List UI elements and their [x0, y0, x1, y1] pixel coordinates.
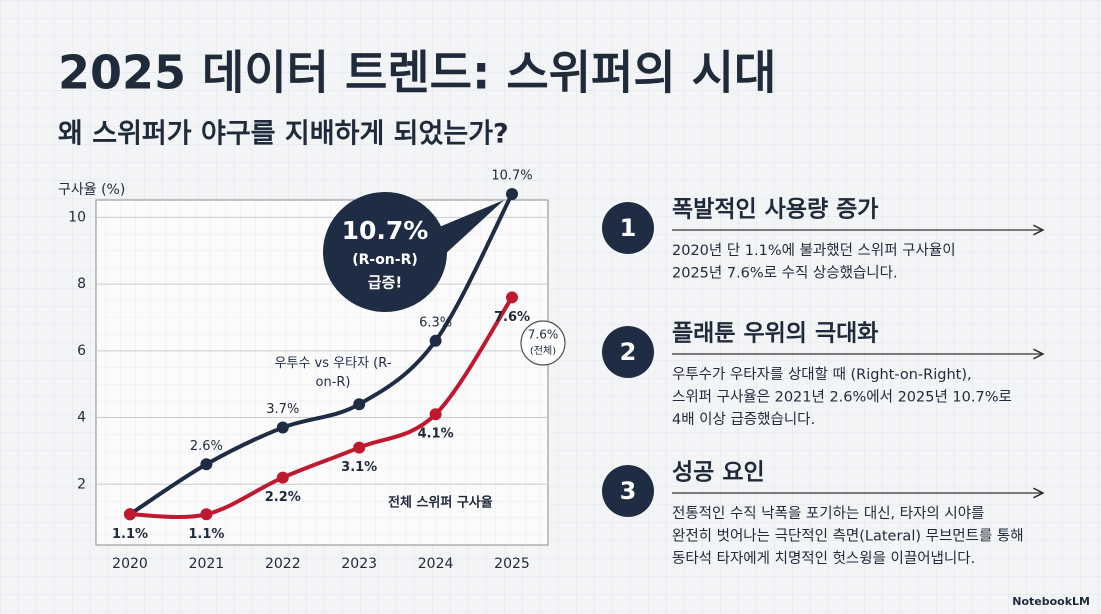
point-body: 완전히 벗어나는 극단적인 측면(Lateral) 무브먼트를 통해	[672, 528, 1024, 545]
x-tick-label: 2024	[418, 556, 454, 572]
point-title: 플래툰 우위의 극대화	[672, 321, 878, 347]
data-label: 1.1%	[188, 527, 224, 542]
number: 3	[620, 477, 637, 505]
data-point	[200, 508, 213, 521]
data-label: 1.1%	[112, 527, 148, 542]
callout-text: (R-on-R)	[352, 252, 418, 268]
y-tick-label: 6	[77, 343, 86, 359]
callout-text: 10.7%	[342, 216, 429, 245]
series-name: 전체 스위퍼 구사율	[388, 495, 493, 511]
callout-bubble	[323, 192, 447, 312]
x-tick-label: 2023	[341, 556, 377, 572]
data-label: 2.2%	[265, 490, 301, 505]
y-tick-label: 4	[77, 410, 86, 426]
number: 2	[620, 338, 637, 366]
subtitle: 왜 스위퍼가 야구를 지배하게 되었는가?	[58, 119, 509, 150]
data-point	[429, 334, 442, 347]
key-points: 1 폭발적인 사용량 증가 2020년 단 1.1%에 불과했던 스위퍼 구사율이 2…	[602, 197, 1043, 567]
data-point	[276, 421, 289, 434]
series-name: 우투수 vs 우타자 (R-on-R)	[274, 356, 392, 390]
data-label: 7.6%	[494, 310, 530, 325]
title: 2025 데이터 트렌드: 스위퍼의 시대	[58, 46, 776, 100]
point-body: 2025년 7.6%로 수직 상승했습니다.	[672, 265, 898, 282]
data-point	[124, 508, 136, 521]
data-point	[506, 188, 518, 201]
point-body: 우투수가 우타자를 상대할 때 (Right-on-Right),	[672, 366, 972, 383]
data-label: 10.7%	[491, 169, 532, 184]
badge-text: 7.6%	[528, 328, 559, 342]
data-point	[276, 471, 289, 484]
point-body: 전통적인 수직 낙폭을 포기하는 대신, 타자의 시야를	[672, 505, 984, 522]
point-title: 폭발적인 사용량 증가	[672, 197, 878, 223]
data-label: 4.1%	[418, 427, 454, 442]
number-badge	[602, 326, 654, 378]
data-label: 3.7%	[266, 402, 299, 417]
data-point	[506, 291, 518, 304]
y-axis-label: 구사율 (%)	[58, 182, 125, 198]
point-title: 성공 요인	[672, 460, 765, 486]
x-tick-label: 2021	[189, 556, 225, 572]
chart: 2 4 6 8 10 2020 2021 2022 2023 2024 2025 2.6% 3.7% 6.…	[68, 169, 566, 572]
point-body: 2020년 단 1.1%에 불과했던 스위퍼 구사율이	[672, 242, 956, 259]
point-body: 동타석 타자에게 치명적인 헛스윙을 이끌어냅니다.	[672, 550, 975, 567]
number: 1	[620, 214, 637, 242]
y-tick-label: 10	[68, 209, 86, 225]
data-point	[353, 398, 366, 411]
badge	[520, 320, 566, 366]
data-label: 3.1%	[341, 460, 377, 475]
x-tick-label: 2020	[112, 556, 148, 572]
point-body: 4배 이상 급증했습니다.	[672, 411, 815, 428]
badge-text: (전체)	[530, 345, 556, 357]
series-name-box: 우투수 vs 우타자 (R-on-R)	[274, 356, 392, 390]
x-tick-label: 2022	[265, 556, 301, 572]
brand: NotebookLM	[1012, 595, 1090, 608]
y-tick-label: 2	[77, 476, 86, 492]
data-point	[200, 458, 213, 471]
data-label: 2.6%	[190, 439, 223, 454]
data-point	[429, 408, 442, 421]
data-label: 6.3%	[419, 315, 452, 330]
number-badge	[602, 465, 654, 517]
callout-text: 급증!	[368, 274, 402, 292]
point-body: 스위퍼 구사율은 2021년 2.6%에서 2025년 10.7%로	[672, 389, 1012, 406]
x-tick-label: 2025	[494, 556, 530, 572]
data-point	[353, 441, 366, 454]
y-tick-label: 8	[77, 276, 86, 292]
number-badge	[602, 202, 654, 254]
